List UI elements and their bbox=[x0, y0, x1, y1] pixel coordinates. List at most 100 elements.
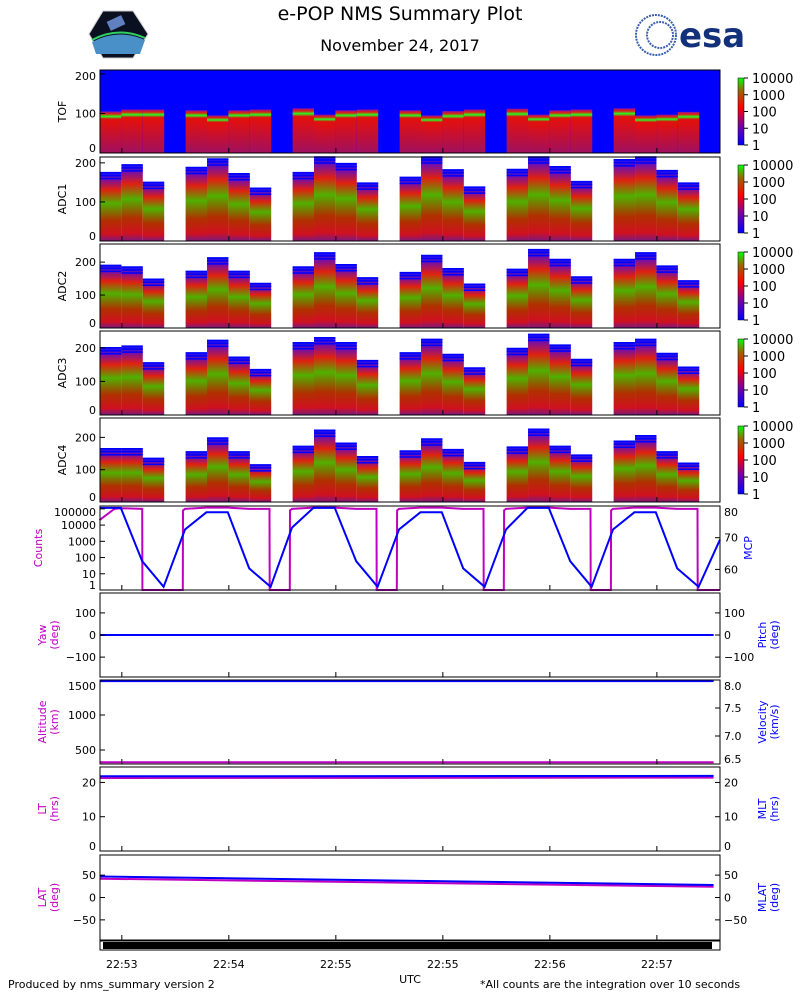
y-axis-label: LT(hrs) bbox=[36, 796, 61, 822]
y-tick-label: 0 bbox=[89, 230, 96, 243]
esa-logo-text: esa bbox=[679, 16, 745, 56]
heatmap-bar bbox=[100, 172, 122, 241]
y-tick-label: 1000 bbox=[68, 535, 96, 548]
colorbar-tick-label: 10 bbox=[752, 297, 769, 312]
heatmap-bar bbox=[335, 342, 357, 415]
heatmap-bar bbox=[635, 115, 657, 153]
heatmap-bar bbox=[656, 353, 678, 415]
y-axis-label: ADC2 bbox=[56, 271, 69, 302]
panel-adc2: 1 10 100 1000 10000 0 100 200 ADC2 bbox=[56, 243, 793, 330]
heatmap-bar bbox=[570, 109, 593, 153]
colorbar bbox=[737, 251, 745, 321]
heatmap-bar bbox=[207, 438, 229, 502]
y-tick-label: 0 bbox=[89, 629, 96, 642]
y-tick-label: 1000 bbox=[68, 709, 96, 722]
colorbar-tick-label: 1 bbox=[752, 401, 760, 416]
heatmap-bar bbox=[249, 369, 272, 415]
heatmap-bar bbox=[356, 183, 379, 241]
heatmap-bar bbox=[207, 115, 229, 153]
footer-version: Produced by nms_summary version 2 bbox=[8, 978, 215, 991]
y-tick-label: 1500 bbox=[68, 680, 96, 693]
heatmap-bar bbox=[228, 173, 250, 241]
panel-frame bbox=[99, 505, 721, 591]
heatmap-bar bbox=[292, 342, 315, 415]
y-tick-label: 100 bbox=[75, 375, 96, 388]
series-mlat bbox=[99, 875, 714, 886]
colorbar-tick-label: 10 bbox=[752, 384, 769, 399]
time-coverage-bar bbox=[103, 942, 712, 949]
y2-tick-label: 50 bbox=[724, 869, 738, 882]
colorbar-tick-label: 100 bbox=[752, 367, 777, 382]
panel-frame bbox=[99, 243, 721, 329]
colorbar-tick-label: 10000 bbox=[752, 246, 793, 261]
colorbar-tick-label: 100 bbox=[752, 106, 777, 121]
y2-tick-label: 0 bbox=[724, 892, 731, 905]
heatmap-bar bbox=[249, 464, 272, 502]
x-tick-label: 22:55 bbox=[427, 958, 459, 971]
heatmap-bar bbox=[506, 108, 529, 153]
heatmap-bar bbox=[228, 451, 250, 502]
heatmap-bar bbox=[421, 439, 443, 502]
heatmap-bar bbox=[121, 109, 143, 153]
heatmap-bar bbox=[100, 265, 122, 328]
y-tick-label: 10000 bbox=[61, 519, 96, 532]
y-tick-label: 200 bbox=[75, 342, 96, 355]
heatmap-bar bbox=[506, 447, 529, 502]
heatmap-bar bbox=[185, 451, 208, 502]
heatmap-bar bbox=[506, 269, 529, 328]
x-axis-label: UTC bbox=[399, 973, 421, 986]
heatmap-bar bbox=[656, 170, 678, 241]
heatmap-bar bbox=[292, 267, 315, 328]
heatmap-bar bbox=[100, 347, 122, 415]
y-tick-label: 100 bbox=[75, 289, 96, 302]
heatmap-bar bbox=[656, 266, 678, 328]
heatmap-bar bbox=[249, 188, 272, 241]
heatmap-bar bbox=[121, 346, 143, 415]
heatmap-bar bbox=[142, 458, 165, 502]
y2-tick-label: 20 bbox=[724, 776, 738, 789]
heatmap-bar bbox=[442, 268, 464, 328]
heatmap-bar bbox=[549, 446, 571, 502]
y-axis-label: ADC4 bbox=[56, 445, 69, 476]
y2-tick-label: 7.5 bbox=[724, 702, 742, 715]
colorbar bbox=[737, 77, 745, 146]
heatmap-bar bbox=[314, 430, 336, 502]
heatmap-bar bbox=[335, 443, 357, 502]
y2-tick-label: 8.0 bbox=[724, 680, 742, 693]
heatmap-bar bbox=[635, 252, 657, 328]
x-tick-label: 22:56 bbox=[534, 958, 566, 971]
heatmap-bar bbox=[399, 352, 422, 415]
heatmap-bar bbox=[121, 448, 143, 502]
colorbar-tick-label: 1 bbox=[752, 314, 760, 329]
heatmap-bar bbox=[249, 283, 272, 328]
colorbar-tick-label: 10000 bbox=[752, 159, 793, 174]
heatmap-bar bbox=[100, 111, 122, 153]
panel-adc1: 1 10 100 1000 10000 0 100 200 ADC1 bbox=[56, 156, 793, 243]
heatmap-bar bbox=[142, 279, 165, 328]
heatmap-bar bbox=[314, 252, 336, 328]
y2-tick-label: −100 bbox=[724, 651, 754, 664]
heatmap-bar bbox=[335, 110, 357, 153]
heatmap-bar bbox=[442, 111, 464, 153]
x-tick-label: 22:53 bbox=[106, 958, 138, 971]
y2-axis-label: Velocity(km/s) bbox=[756, 700, 781, 744]
heatmap-bar bbox=[356, 360, 379, 415]
plot-date: November 24, 2017 bbox=[320, 36, 480, 55]
colorbar-tick-label: 10 bbox=[752, 122, 769, 137]
panel-frame bbox=[99, 156, 721, 242]
heatmap-bar bbox=[399, 450, 422, 502]
panel-lat: −50 0 50 MLAT(deg) −50 0 50 LAT(deg) bbox=[36, 854, 781, 941]
heatmap-bar bbox=[207, 340, 229, 415]
y-tick-label: −100 bbox=[66, 651, 96, 664]
y2-tick-label: 10 bbox=[724, 811, 738, 824]
epop-logo bbox=[88, 10, 149, 59]
heatmap-bar bbox=[677, 111, 700, 153]
y-tick-label: 200 bbox=[75, 256, 96, 269]
heatmap-bar bbox=[442, 449, 464, 502]
heatmap-bar bbox=[399, 177, 422, 241]
colorbar bbox=[737, 338, 745, 408]
colorbar-tick-label: 10000 bbox=[752, 72, 793, 87]
y-axis-label: TOF bbox=[56, 101, 69, 124]
